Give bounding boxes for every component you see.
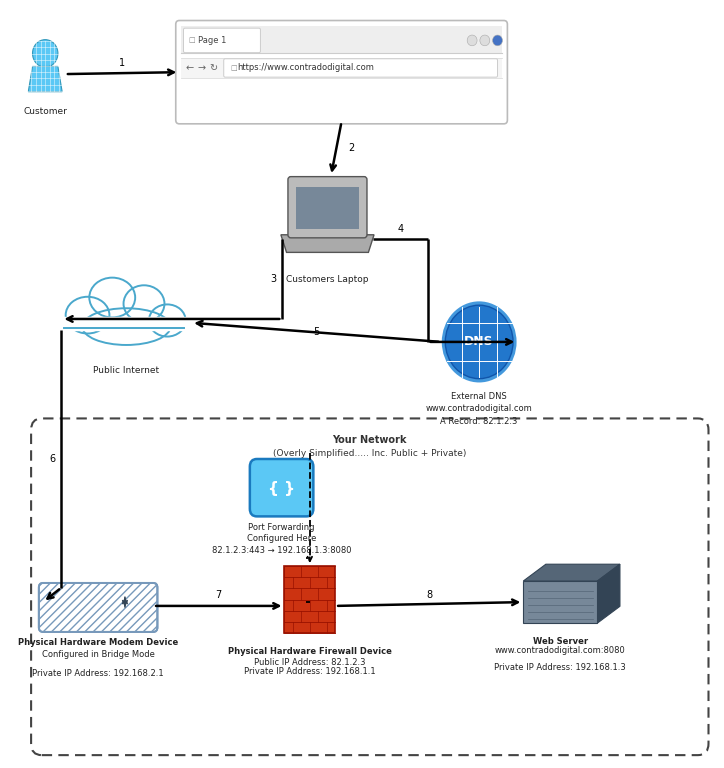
Bar	[181, 26, 502, 54]
Text: 5: 5	[313, 326, 319, 336]
Text: ←: ←	[185, 63, 193, 73]
Text: External DNS
www.contradodigital.com
A Record: 82.1.2.3: External DNS www.contradodigital.com A R…	[426, 392, 533, 425]
Circle shape	[467, 35, 477, 46]
Text: □: □	[231, 65, 237, 71]
Circle shape	[492, 35, 502, 46]
Text: Physical Hardware Modem Device: Physical Hardware Modem Device	[18, 638, 178, 647]
Ellipse shape	[149, 304, 185, 336]
Circle shape	[33, 40, 58, 67]
Circle shape	[480, 35, 489, 46]
Ellipse shape	[66, 296, 109, 333]
Bar	[181, 58, 502, 78]
Text: { }: { }	[268, 481, 295, 495]
Text: Customers Laptop: Customers Laptop	[286, 276, 369, 284]
Bar	[63, 316, 186, 330]
Text: Public Internet: Public Internet	[93, 366, 159, 376]
Text: DNS: DNS	[464, 336, 494, 349]
Text: 6: 6	[50, 454, 56, 464]
Text: 2: 2	[349, 143, 355, 153]
Text: Private IP Address: 192.168.2.1: Private IP Address: 192.168.2.1	[33, 669, 164, 677]
FancyBboxPatch shape	[39, 583, 157, 632]
Bar	[523, 581, 597, 623]
Text: https://www.contradodigital.com: https://www.contradodigital.com	[237, 64, 374, 72]
Polygon shape	[597, 564, 620, 623]
Text: →: →	[197, 63, 205, 73]
Text: 1: 1	[119, 58, 125, 68]
FancyBboxPatch shape	[224, 59, 497, 77]
Text: www.contradodigital.com:8080: www.contradodigital.com:8080	[495, 646, 626, 655]
FancyBboxPatch shape	[250, 459, 313, 516]
Bar	[285, 566, 335, 634]
FancyBboxPatch shape	[183, 28, 261, 53]
Text: ↻: ↻	[209, 63, 217, 73]
Text: (Overly Simplified..... Inc. Public + Private): (Overly Simplified..... Inc. Public + Pr…	[273, 449, 466, 458]
Text: Public IP Address: 82.1.2.3: Public IP Address: 82.1.2.3	[254, 658, 366, 667]
Text: 7: 7	[216, 590, 222, 600]
Text: Your Network: Your Network	[332, 435, 407, 445]
Text: Page 1: Page 1	[198, 36, 226, 45]
Text: Customer: Customer	[23, 107, 67, 116]
Text: Private IP Address: 192.168.1.1: Private IP Address: 192.168.1.1	[244, 667, 376, 676]
Polygon shape	[523, 564, 620, 581]
FancyBboxPatch shape	[31, 419, 709, 755]
Text: 4: 4	[397, 224, 403, 234]
Text: Private IP Address: 192.168.1.3: Private IP Address: 192.168.1.3	[494, 663, 626, 672]
FancyBboxPatch shape	[176, 21, 508, 124]
Circle shape	[442, 301, 516, 382]
Text: Web Server: Web Server	[533, 637, 588, 646]
Circle shape	[445, 305, 513, 379]
Polygon shape	[28, 67, 62, 91]
Text: Configured in Bridge Mode: Configured in Bridge Mode	[42, 650, 154, 659]
Text: 3: 3	[271, 273, 277, 284]
Ellipse shape	[124, 285, 164, 322]
Polygon shape	[281, 235, 374, 253]
FancyBboxPatch shape	[288, 177, 367, 238]
Ellipse shape	[89, 278, 135, 317]
Ellipse shape	[83, 308, 170, 345]
Text: Physical Hardware Firewall Device: Physical Hardware Firewall Device	[228, 647, 392, 656]
Text: 8: 8	[426, 590, 432, 600]
Text: Port Forwarding
Configured Here
82.1.2.3:443 → 192.168.1.3:8080: Port Forwarding Configured Here 82.1.2.3…	[212, 522, 351, 555]
Bar	[296, 187, 358, 230]
Text: □: □	[189, 38, 195, 44]
